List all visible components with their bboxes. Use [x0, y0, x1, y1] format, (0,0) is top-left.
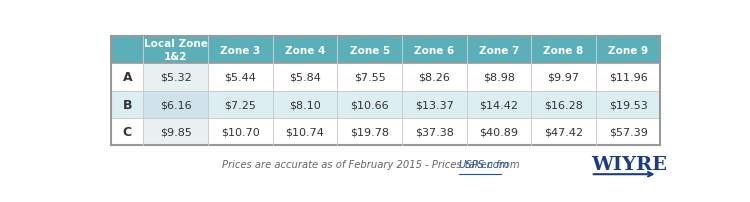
Bar [531, 91, 596, 118]
Bar [466, 37, 531, 64]
Text: $8.26: $8.26 [419, 73, 450, 82]
Bar [143, 64, 208, 91]
Text: $8.10: $8.10 [290, 100, 321, 110]
Bar [111, 37, 143, 64]
Text: A: A [122, 71, 132, 84]
Bar [208, 91, 273, 118]
Text: Zone 3: Zone 3 [220, 45, 260, 55]
Bar [143, 118, 208, 146]
Text: B: B [122, 98, 132, 111]
Bar [596, 118, 661, 146]
Text: $10.66: $10.66 [350, 100, 389, 110]
Bar [273, 118, 338, 146]
Bar [143, 91, 208, 118]
Text: $5.84: $5.84 [289, 73, 321, 82]
Text: $40.89: $40.89 [479, 127, 518, 137]
Bar [596, 91, 661, 118]
Bar [338, 64, 402, 91]
Text: Zone 6: Zone 6 [414, 45, 454, 55]
Text: $16.28: $16.28 [544, 100, 583, 110]
Text: Zone 4: Zone 4 [285, 45, 326, 55]
Bar [208, 37, 273, 64]
Bar [338, 37, 402, 64]
Text: $37.38: $37.38 [415, 127, 454, 137]
Bar [338, 118, 402, 146]
Bar [596, 37, 661, 64]
Bar [466, 64, 531, 91]
Bar [466, 118, 531, 146]
Text: $10.74: $10.74 [286, 127, 325, 137]
Text: $8.98: $8.98 [483, 73, 515, 82]
Bar [402, 37, 466, 64]
Text: $7.25: $7.25 [224, 100, 256, 110]
Text: $9.97: $9.97 [548, 73, 580, 82]
Bar [111, 118, 143, 146]
Text: $14.42: $14.42 [479, 100, 518, 110]
Bar [273, 37, 338, 64]
Bar [596, 64, 661, 91]
Bar [143, 37, 208, 64]
Text: Zone 7: Zone 7 [478, 45, 519, 55]
Text: Local Zone
1&2: Local Zone 1&2 [144, 39, 208, 61]
Text: WIYRE: WIYRE [591, 155, 667, 173]
Text: $11.96: $11.96 [609, 73, 647, 82]
Text: $19.78: $19.78 [350, 127, 389, 137]
Bar [111, 64, 143, 91]
Text: $9.85: $9.85 [160, 127, 192, 137]
Text: Prices are accurate as of February 2015 - Prices taken from: Prices are accurate as of February 2015 … [222, 159, 522, 169]
Bar [273, 91, 338, 118]
Text: C: C [123, 125, 132, 138]
Bar [338, 91, 402, 118]
Text: $10.70: $10.70 [221, 127, 260, 137]
Text: $13.37: $13.37 [415, 100, 454, 110]
Text: $19.53: $19.53 [609, 100, 647, 110]
Text: Zone 8: Zone 8 [544, 45, 584, 55]
Text: $5.44: $5.44 [224, 73, 256, 82]
Bar [531, 64, 596, 91]
Text: USPS.com: USPS.com [459, 159, 509, 169]
Bar [402, 118, 466, 146]
Text: Zone 9: Zone 9 [608, 45, 648, 55]
Bar [402, 64, 466, 91]
Text: $7.55: $7.55 [354, 73, 386, 82]
Bar [208, 118, 273, 146]
Bar [208, 64, 273, 91]
Text: $5.32: $5.32 [160, 73, 192, 82]
Bar [402, 91, 466, 118]
Bar [531, 37, 596, 64]
Bar [111, 91, 143, 118]
Bar [273, 64, 338, 91]
Bar [466, 91, 531, 118]
Text: $6.16: $6.16 [160, 100, 191, 110]
Text: $57.39: $57.39 [609, 127, 647, 137]
Text: Zone 5: Zone 5 [350, 45, 390, 55]
Bar [531, 118, 596, 146]
Text: $47.42: $47.42 [544, 127, 583, 137]
